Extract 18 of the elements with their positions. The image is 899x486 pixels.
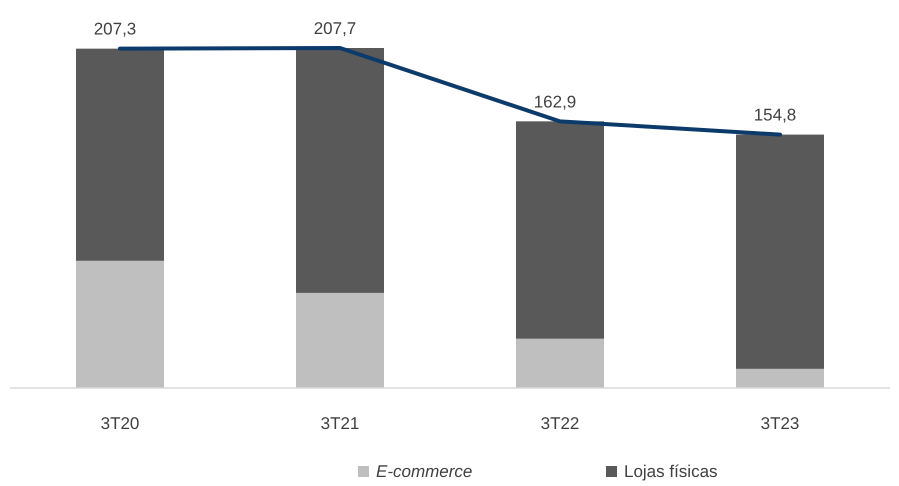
legend-label: E-commerce <box>376 462 472 481</box>
x-tick-label: 3T22 <box>540 414 580 433</box>
x-tick-label: 3T21 <box>320 414 360 433</box>
bar <box>736 134 824 369</box>
data-label: 207,7 <box>314 19 356 38</box>
bar <box>736 368 824 388</box>
x-tick-label: 3T23 <box>760 414 800 433</box>
data-label: 207,3 <box>94 20 136 39</box>
x-tick-label: 3T20 <box>100 414 140 433</box>
bar <box>76 260 164 388</box>
bar <box>296 48 384 293</box>
bar <box>76 48 164 261</box>
bar <box>516 121 604 339</box>
data-label: 162,9 <box>534 92 576 112</box>
data-label: 154,8 <box>754 106 796 125</box>
bar <box>296 292 384 388</box>
bar <box>516 338 604 388</box>
legend-label: Lojas físicas <box>624 462 718 481</box>
